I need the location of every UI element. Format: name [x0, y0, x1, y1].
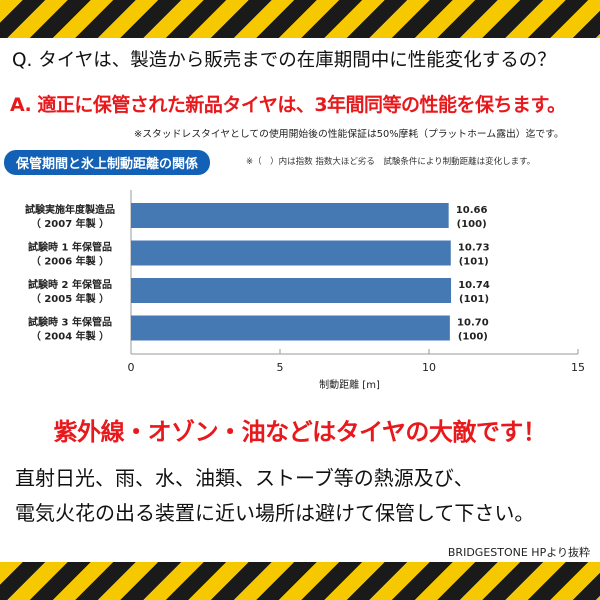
index-label: (101) [459, 294, 489, 305]
x-tick-label: 5 [277, 361, 284, 374]
index-label: (100) [457, 219, 487, 230]
bar [131, 278, 452, 303]
hazard-stripe-top [0, 0, 600, 38]
x-axis-label: 制動距離 [m] [319, 378, 380, 391]
warning-heading: 紫外線・オゾン・油などはタイヤの大敵です！ [53, 418, 547, 446]
bar [131, 240, 451, 266]
category-label: 試験時 2 年保管品 [28, 278, 112, 291]
category-sublabel: （ 2006 年製 ） [31, 255, 109, 268]
question: Q. タイヤは、製造から販売までの在庫期間中に性能変化するの？ [12, 50, 556, 71]
category-sublabel: （ 2004 年製 ） [31, 330, 109, 343]
bar [131, 315, 450, 341]
value-label: 10.74 [458, 280, 490, 291]
note-warranty: ※スタッドレスタイヤとしての使用開始後の性能保証は50%摩耗（プラットホーム露出… [134, 129, 564, 140]
category-label: 試験時 3 年保管品 [28, 316, 112, 329]
x-tick-label: 10 [422, 361, 436, 374]
category-label: 試験実施年度製造品 [25, 203, 115, 216]
chart-title-badge: 保管期間と氷上制動距離の関係 [4, 150, 211, 175]
index-label: (100) [458, 332, 488, 343]
note-index: ※（ ）内は指数 指数大ほど劣る 試験条件により制動距離は変化します。 [246, 157, 536, 167]
answer: A. 適正に保管された新品タイヤは、3年間同等の性能を保ちます。 [10, 94, 566, 116]
bar-chart: 0 5 10 15 制動距離 [m] 試験実施年度製造品（ 2007 年製 ） 10.66 (… [25, 190, 585, 391]
category-sublabel: （ 2005 年製 ） [31, 292, 109, 305]
bar [131, 203, 449, 228]
value-label: 10.73 [458, 243, 490, 254]
advice-line-2: 電気火花の出る装置に近い場所は避けて保管して下さい。 [15, 501, 535, 525]
x-tick-label: 15 [571, 361, 585, 374]
index-label: (101) [459, 257, 489, 268]
category-sublabel: （ 2007 年製 ） [31, 217, 109, 230]
category-label: 試験時 1 年保管品 [28, 241, 112, 254]
hazard-stripe-bottom [0, 562, 600, 600]
value-label: 10.66 [456, 205, 488, 216]
source-credit: BRIDGESTONE HPより抜粋 [447, 546, 590, 559]
advice-line-1: 直射日光、雨、水、油類、ストーブ等の熱源及び、 [15, 466, 474, 490]
x-tick-label: 0 [128, 361, 135, 374]
value-label: 10.70 [457, 318, 489, 329]
